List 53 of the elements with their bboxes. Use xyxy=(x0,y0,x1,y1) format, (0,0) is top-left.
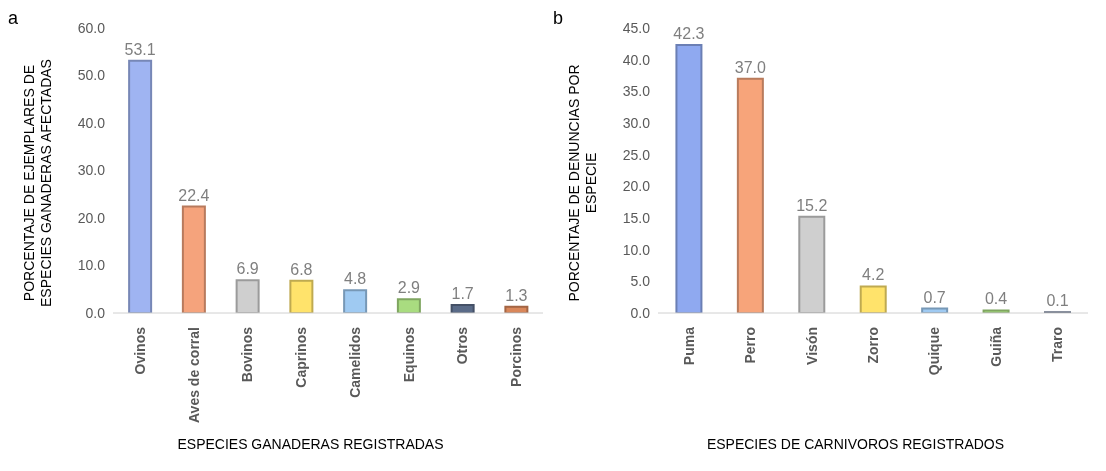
chart-title: b xyxy=(553,8,564,29)
x-tick-label: Porcinos xyxy=(508,326,525,387)
data-label: 15.2 xyxy=(796,196,828,214)
x-tick-label: Zorro xyxy=(865,327,881,364)
data-label: 6.9 xyxy=(236,260,259,278)
y-tick-label: 10.0 xyxy=(77,257,106,274)
y-tick-label: 50.0 xyxy=(77,67,106,84)
x-tick-label: Guiña xyxy=(987,326,1004,367)
data-label: 0.7 xyxy=(923,288,946,306)
y-tick-label: 25.0 xyxy=(622,146,651,163)
y-tick-label: 20.0 xyxy=(77,209,106,226)
chart-title: a xyxy=(8,8,19,29)
y-tick-label: 60.0 xyxy=(77,19,106,36)
y-tick-label: 45.0 xyxy=(622,19,651,36)
data-label: 0.4 xyxy=(984,290,1008,308)
x-tick-label: Camelidos xyxy=(346,326,363,398)
x-tick-label: Equinos xyxy=(400,326,417,383)
data-label: 0.1 xyxy=(1046,292,1069,310)
y-tick-label: 15.0 xyxy=(622,209,651,226)
y-tick-label: 40.0 xyxy=(77,114,106,131)
x-axis-title: ESPECIES DE CARNIVOROS REGISTRADOS xyxy=(705,436,1006,452)
data-label: 4.2 xyxy=(862,266,885,284)
x-tick-label: Visón xyxy=(803,327,820,365)
x-tick-label: Caprinos xyxy=(293,326,310,388)
y-tick-label: 20.0 xyxy=(622,178,651,195)
data-label: 42.3 xyxy=(673,25,705,43)
data-label: 2.9 xyxy=(397,279,421,297)
y-axis-title: PORCENTAJE DE DENUNCIAS POR ESPECIE xyxy=(565,63,600,304)
y-tick-label: 0.0 xyxy=(85,304,106,321)
data-label: 22.4 xyxy=(178,186,210,204)
x-tick-label: Perro xyxy=(742,327,759,364)
data-label: 4.8 xyxy=(344,270,367,288)
x-tick-label: Puma xyxy=(680,326,697,366)
y-tick-label: 30.0 xyxy=(622,114,651,131)
x-tick-label: Otros xyxy=(454,326,471,365)
y-tick-label: 40.0 xyxy=(622,51,651,68)
y-tick-label: 5.0 xyxy=(630,273,651,290)
y-tick-label: 10.0 xyxy=(622,241,651,258)
x-tick-label: Bovinos xyxy=(239,326,256,383)
data-label: 6.8 xyxy=(290,260,313,278)
x-tick-label: Ovinos xyxy=(131,326,148,375)
x-tick-label: Traro xyxy=(1049,327,1066,363)
y-axis-title: PORCENTAJE DE EJEMPLARES DE ESPECIES GANADERAS AFECTADAS xyxy=(20,58,55,309)
data-label: 1.3 xyxy=(505,286,528,304)
data-label: 53.1 xyxy=(124,40,156,58)
y-tick-label: 35.0 xyxy=(622,83,651,100)
data-label: 37.0 xyxy=(734,58,767,76)
y-tick-label: 30.0 xyxy=(77,162,106,179)
x-tick-label: Aves de corral xyxy=(185,327,202,423)
y-tick-label: 0.0 xyxy=(630,304,651,321)
data-label: 1.7 xyxy=(451,284,474,302)
x-axis-title: ESPECIES GANADERAS REGISTRADAS xyxy=(176,436,445,452)
x-tick-label: Quique xyxy=(926,326,943,376)
